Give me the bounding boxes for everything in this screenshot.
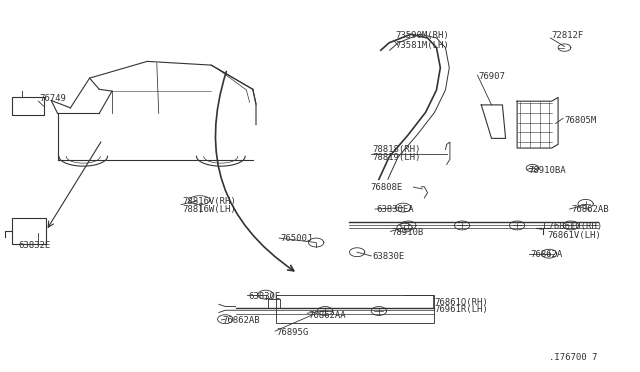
- Text: 78910B: 78910B: [392, 228, 424, 237]
- Text: 76805M: 76805M: [564, 116, 596, 125]
- Text: 78816W(LH): 78816W(LH): [182, 205, 236, 214]
- Text: 73590M(RH): 73590M(RH): [396, 31, 449, 40]
- Text: L76861U(RH): L76861U(RH): [543, 222, 602, 231]
- Text: 76861Q(RH): 76861Q(RH): [434, 298, 488, 307]
- Text: 76961R(LH): 76961R(LH): [434, 305, 488, 314]
- Text: 63832E: 63832E: [18, 241, 50, 250]
- Text: 63830E: 63830E: [248, 292, 280, 301]
- Text: 76907: 76907: [479, 72, 506, 81]
- Text: 73581M(LH): 73581M(LH): [396, 41, 449, 50]
- Text: 78819(LH): 78819(LH): [372, 153, 421, 162]
- Text: 76862AA: 76862AA: [308, 311, 346, 320]
- Text: 72812F: 72812F: [552, 31, 584, 40]
- Text: 76862AB: 76862AB: [571, 205, 609, 214]
- Text: 78910BA: 78910BA: [529, 166, 566, 175]
- Text: 76808E: 76808E: [370, 183, 402, 192]
- Text: 76500J: 76500J: [280, 234, 312, 243]
- Text: 78816V(RH): 78816V(RH): [182, 197, 236, 206]
- Text: 76895G: 76895G: [276, 328, 308, 337]
- Text: 63830EA: 63830EA: [376, 205, 414, 214]
- Text: 76862AB: 76862AB: [223, 316, 260, 325]
- Text: 78818(RH): 78818(RH): [372, 145, 421, 154]
- Text: 76861V(LH): 76861V(LH): [547, 231, 601, 240]
- Text: 76749: 76749: [40, 94, 67, 103]
- Text: .I76700 7: .I76700 7: [549, 353, 598, 362]
- Text: 63830E: 63830E: [372, 252, 404, 261]
- Text: 76862A: 76862A: [530, 250, 562, 259]
